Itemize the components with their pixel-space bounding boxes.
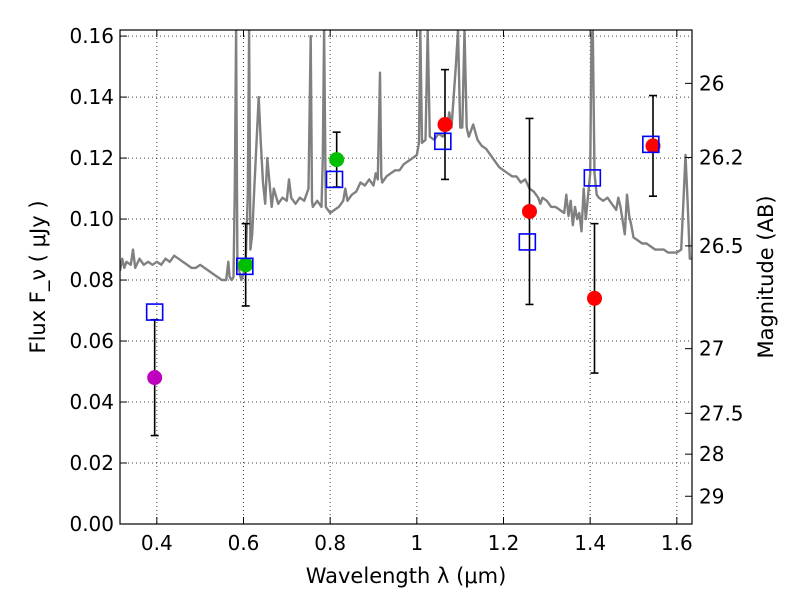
y2-tick-label: 26.5 <box>699 234 744 258</box>
y-tick-label: 0.16 <box>69 24 114 48</box>
y-tick-label: 0.00 <box>69 512 114 536</box>
y-tick-label: 0.04 <box>69 390 114 414</box>
observed-point <box>147 370 163 386</box>
x-tick-label: 1.4 <box>574 531 606 555</box>
model-band-square <box>518 233 537 251</box>
y2-tick-label: 29 <box>699 484 724 508</box>
model-band-square <box>583 169 602 187</box>
x-tick-label: 0.8 <box>314 531 346 555</box>
error-bars <box>150 68 657 437</box>
y2-tick-label: 27.5 <box>699 401 744 425</box>
y-tick-label: 0.02 <box>69 451 114 475</box>
spectrum-line <box>120 30 692 282</box>
y-tick-label: 0.10 <box>69 207 114 231</box>
observed-point <box>587 290 602 306</box>
x-tick-label: 0.4 <box>141 531 173 555</box>
model-band-square <box>434 132 452 151</box>
observed-points <box>147 117 661 386</box>
tick-labels: 0.4 0.6 0.8 1 1.2 1.4 1.6 0.00 0.02 0.04 0.06 0.08 0… <box>69 24 743 555</box>
observed-point <box>645 138 661 154</box>
observed-point <box>437 117 453 133</box>
y-tick-label: 0.14 <box>69 85 114 109</box>
x-axis-label: Wavelength λ (μm) <box>306 564 507 588</box>
y-tick-label: 0.08 <box>69 268 114 292</box>
y2-axis-label: Magnitude (AB) <box>754 195 778 358</box>
y-tick-label: 0.12 <box>69 146 114 170</box>
x-tick-label: 1.2 <box>488 531 520 555</box>
y2-tick-label: 26.2 <box>699 145 744 169</box>
plot-frame <box>119 29 693 525</box>
y2-tick-label: 26 <box>699 71 724 95</box>
axis-ticks <box>120 30 692 525</box>
model-spectrum <box>120 30 692 282</box>
observed-point <box>329 152 345 168</box>
observed-point <box>522 203 537 219</box>
y2-tick-label: 28 <box>699 442 724 466</box>
grid <box>120 30 692 525</box>
model-band-squares <box>145 132 660 321</box>
y-axis-label: Flux F_ν ( μJy ) <box>26 200 51 353</box>
observed-point <box>238 257 254 273</box>
x-tick-label: 1.6 <box>661 531 693 555</box>
y-tick-label: 0.06 <box>69 329 114 353</box>
x-tick-label: 0.6 <box>228 531 260 555</box>
y2-tick-label: 27 <box>699 337 724 361</box>
model-band-square <box>145 303 164 321</box>
model-band-square <box>325 170 344 189</box>
model-band-square <box>642 135 660 154</box>
model-band-square <box>236 257 254 276</box>
x-tick-label: 1 <box>410 531 423 555</box>
